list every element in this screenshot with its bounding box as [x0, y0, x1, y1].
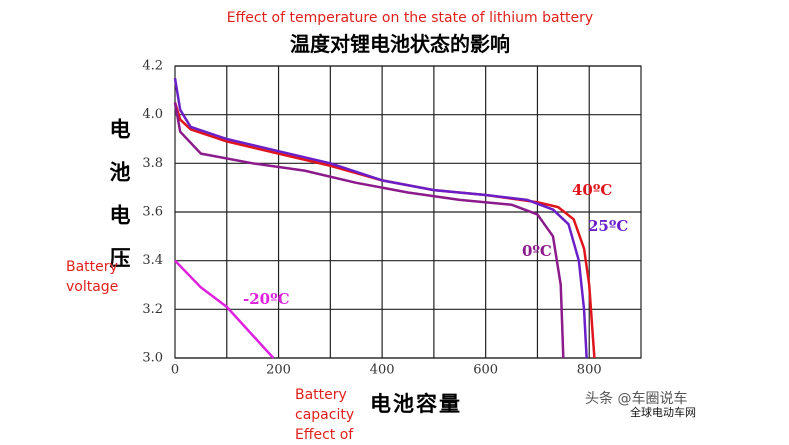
- y-tick-label: 3.8: [142, 156, 163, 171]
- x-tick-label: 0: [171, 363, 179, 378]
- y-axis-label: 电池电压: [107, 118, 132, 290]
- y-tick-label: 4.0: [142, 107, 163, 122]
- y-tick-label: 3.6: [142, 205, 163, 220]
- y-tick-label: 3.0: [142, 351, 163, 366]
- x-label-translation: Battery capacity Effect of: [295, 387, 355, 443]
- x-tick-label: 800: [577, 363, 602, 378]
- y-tick-label: 4.2: [142, 59, 163, 74]
- series-line: [173, 77, 588, 359]
- series-label: -20ºC: [243, 290, 290, 308]
- series-label: 40ºC: [572, 181, 612, 199]
- x-tick-label: 600: [473, 363, 498, 378]
- y-tick-label: 3.2: [142, 302, 163, 317]
- series-label: 25ºC: [588, 217, 628, 235]
- x-tick-label: 400: [370, 363, 395, 378]
- y-label-translation: Battery voltage: [66, 259, 119, 295]
- watermark: 头条 @车圈说车: [585, 391, 688, 407]
- y-tick-label: 3.4: [142, 253, 163, 268]
- x-tick-label: 200: [266, 363, 291, 378]
- series-line: [174, 259, 275, 359]
- x-axis-label: 电池容量: [370, 391, 462, 416]
- series-label: 0ºC: [522, 242, 552, 260]
- annotation-title: Effect of temperature on the state of li…: [226, 10, 594, 26]
- chart-title: 温度对锂电池状态的影响: [290, 32, 510, 56]
- watermark-site: 全球电动车网: [630, 406, 696, 419]
- series-line: [173, 102, 565, 359]
